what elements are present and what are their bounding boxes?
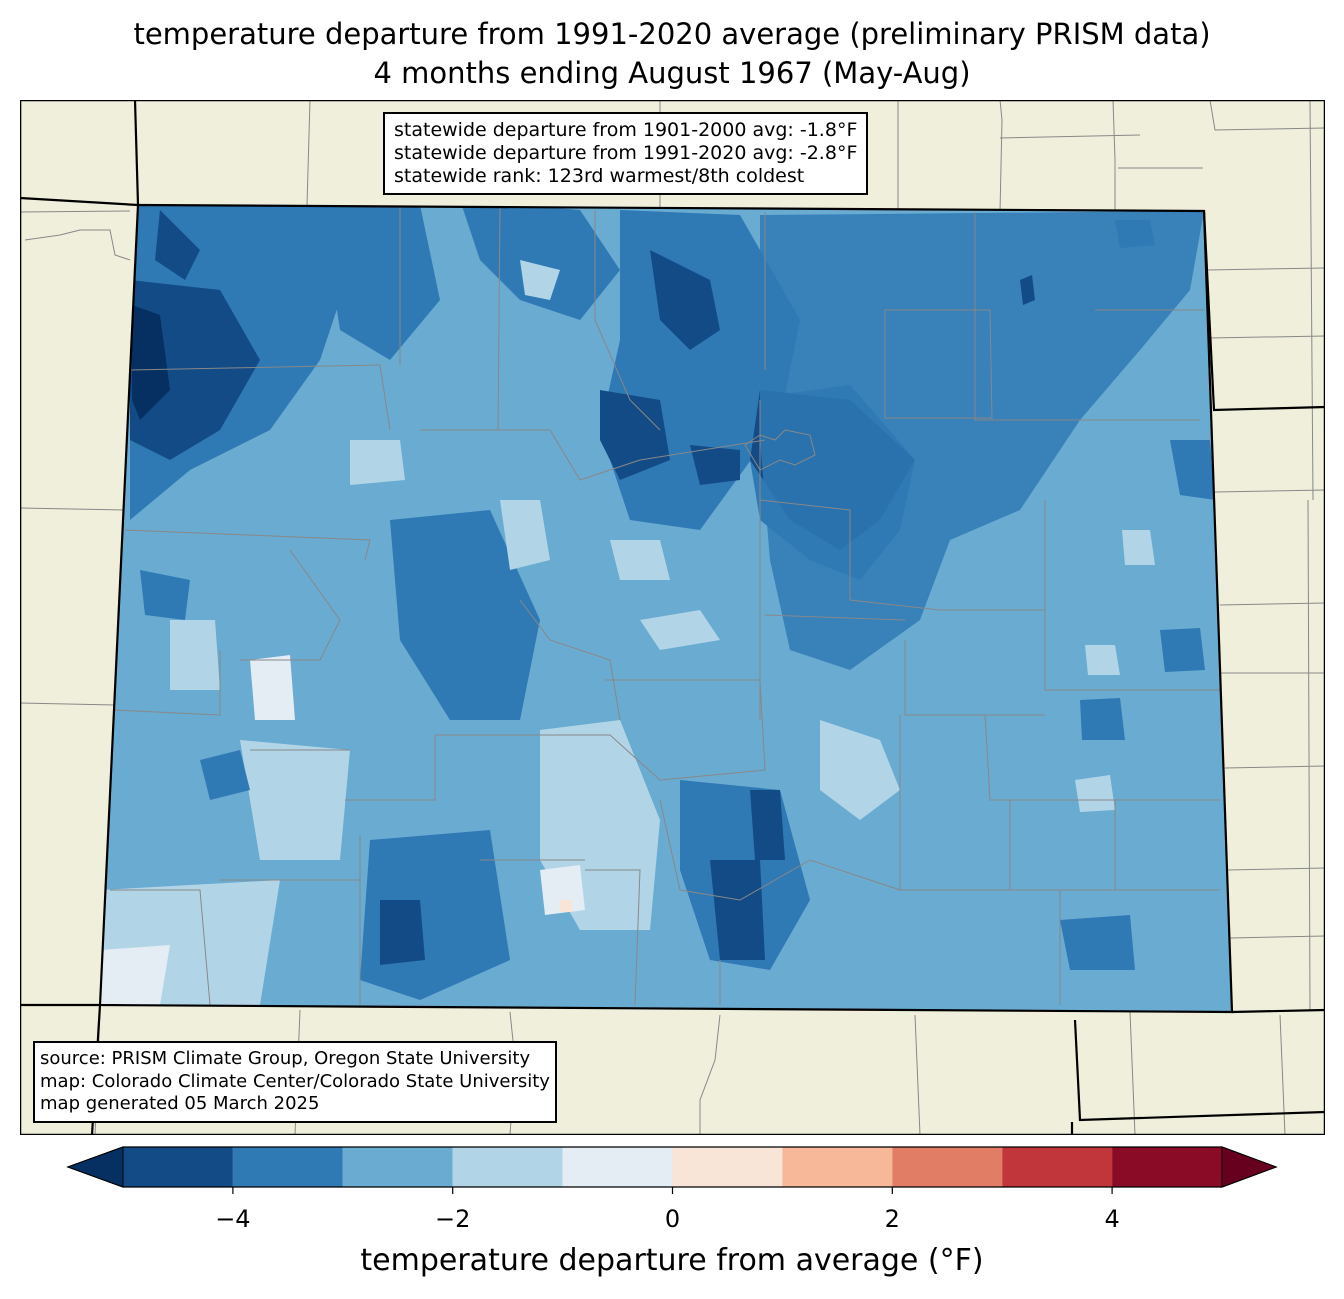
colorbar-tick-label: −4 xyxy=(215,1205,251,1233)
colorbar-bin xyxy=(232,1147,343,1187)
colorbar xyxy=(66,1146,1278,1194)
statewide-stats-box: statewide departure from 1901-2000 avg: … xyxy=(383,112,869,195)
colorbar-tick-label: 4 xyxy=(1104,1205,1120,1233)
colorbar-tick-label: 2 xyxy=(884,1205,900,1233)
colorbar-bin xyxy=(1002,1147,1113,1187)
colorado-temperature-map xyxy=(20,100,1325,1135)
colorbar-bin xyxy=(782,1147,893,1187)
neighbor-county-lines xyxy=(20,100,1325,1135)
colorbar-label: temperature departure from average (°F) xyxy=(360,1243,984,1278)
source-line-1: source: PRISM Climate Group, Oregon Stat… xyxy=(40,1048,531,1069)
colorbar-bin xyxy=(562,1147,673,1187)
source-line-3: map generated 05 March 2025 xyxy=(40,1093,320,1114)
source-line-2: map: Colorado Climate Center/Colorado St… xyxy=(40,1070,550,1092)
colorbar-bin xyxy=(672,1147,783,1187)
stats-line-2: statewide departure from 1991-2020 avg: … xyxy=(394,142,858,164)
map-panel: statewide departure from 1901-2000 avg: … xyxy=(20,100,1325,1135)
map-title-line-1: temperature departure from 1991-2020 ave… xyxy=(133,17,1211,51)
map-title-line-2: 4 months ending August 1967 (May-Aug) xyxy=(373,56,971,90)
colorbar-under-arrow xyxy=(66,1146,124,1188)
colorbar-bin xyxy=(123,1147,233,1187)
colorbar-bin xyxy=(452,1147,563,1187)
colorbar-bin xyxy=(1112,1147,1222,1187)
stats-line-1: statewide departure from 1901-2000 avg: … xyxy=(394,119,858,141)
stats-line-3: statewide rank: 123rd warmest/8th coldes… xyxy=(394,165,805,187)
colorbar-bin xyxy=(892,1147,1003,1187)
colorbar-bin xyxy=(342,1147,453,1187)
temperature-departure-field xyxy=(100,205,1232,1012)
map-frame xyxy=(20,100,1325,1135)
colorbar-tick-label: −2 xyxy=(434,1205,471,1233)
colorado-county-lines xyxy=(110,205,1220,1006)
colorbar-tick-label: 0 xyxy=(664,1205,681,1233)
source-attribution-box: source: PRISM Climate Group, Oregon Stat… xyxy=(33,1041,557,1123)
colorbar-over-arrow xyxy=(1221,1146,1278,1188)
denver-metro-boundary xyxy=(744,429,816,471)
